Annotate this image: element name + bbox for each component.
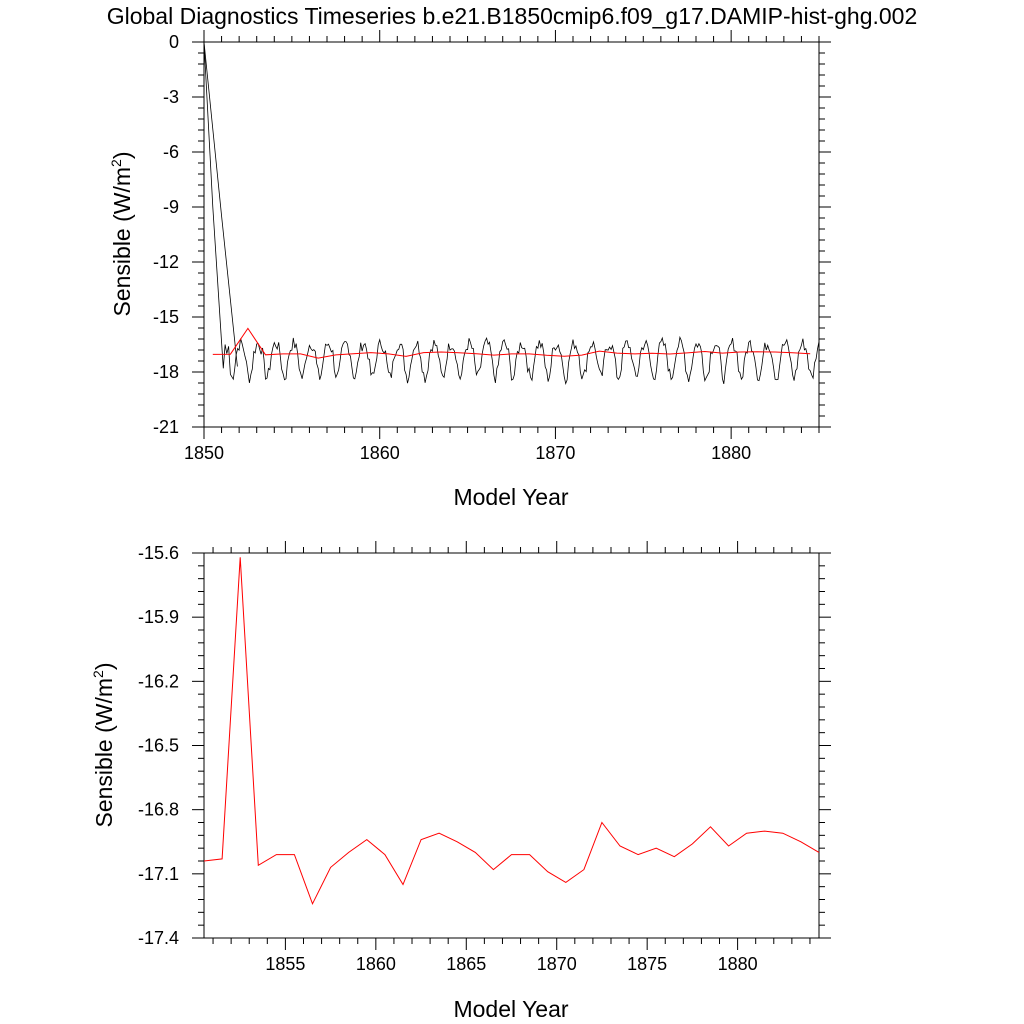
top-y-axis-title-main: Sensible (W/m xyxy=(109,167,135,317)
top-y-axis-title-sup: 2 xyxy=(108,159,124,167)
bottom-axis-ticks: 1855 1860 1865 1870 1875 1880 -15.6 -15.9 -16.2 -… xyxy=(138,541,831,974)
figure-title: Global Diagnostics Timeseries b.e21.B185… xyxy=(107,3,918,29)
top-monthly-second-trace-line xyxy=(203,41,238,367)
top-x-axis-title: Model Year xyxy=(453,484,568,510)
top-plot-frame xyxy=(203,41,820,428)
top-y-axis-title-close: ) xyxy=(109,151,135,159)
bottom-y-axis-title-main: Sensible (W/m xyxy=(91,678,117,828)
bottom-annual-panel: 1855 1860 1865 1870 1875 1880 -15.6 -15.9 -16.2 -… xyxy=(90,541,831,1022)
top-axis-ticks: 1850 1860 1870 1880 0 -3 -6 -9 -12 -15 -18 -21 xyxy=(153,30,831,463)
top-monthly-line xyxy=(203,41,820,386)
bottom-annual-line xyxy=(203,557,820,906)
bottom-y-axis-title-sup: 2 xyxy=(90,670,106,678)
bottom-y-tick-label: -15.6 xyxy=(138,543,179,563)
bottom-x-tick-label: 1880 xyxy=(718,954,758,974)
top-x-tick-label: 1870 xyxy=(535,443,575,463)
top-y-tick-label: 0 xyxy=(169,32,179,52)
top-timeseries-panel: 1850 1860 1870 1880 0 -3 -6 -9 -12 -15 -18 -21 Mode… xyxy=(108,30,831,510)
bottom-y-tick-label: -16.2 xyxy=(138,671,179,691)
bottom-y-axis-title: Sensible (W/m2) xyxy=(90,662,117,827)
bottom-x-tick-label: 1875 xyxy=(627,954,667,974)
top-y-tick-label: -12 xyxy=(153,252,179,272)
bottom-y-tick-label: -16.8 xyxy=(138,800,179,820)
top-x-tick-label: 1860 xyxy=(360,443,400,463)
bottom-x-tick-label: 1865 xyxy=(446,954,486,974)
top-x-tick-label: 1850 xyxy=(184,443,224,463)
top-annual-line xyxy=(212,327,811,359)
top-series-group xyxy=(203,41,820,386)
bottom-x-tick-label: 1855 xyxy=(265,954,305,974)
top-y-tick-label: -15 xyxy=(153,307,179,327)
top-y-tick-label: -9 xyxy=(163,197,179,217)
bottom-y-tick-label: -17.1 xyxy=(138,864,179,884)
top-y-tick-label: -21 xyxy=(153,417,179,437)
bottom-plot-frame xyxy=(203,552,820,939)
bottom-x-tick-label: 1860 xyxy=(356,954,396,974)
top-y-tick-label: -18 xyxy=(153,362,179,382)
bottom-y-axis-title-close: ) xyxy=(91,662,117,670)
bottom-series-group xyxy=(203,557,820,906)
bottom-x-tick-label: 1870 xyxy=(537,954,577,974)
top-y-tick-label: -3 xyxy=(163,87,179,107)
bottom-y-tick-label: -16.5 xyxy=(138,736,179,756)
top-y-tick-label: -6 xyxy=(163,142,179,162)
bottom-y-tick-label: -17.4 xyxy=(138,928,179,948)
top-x-tick-label: 1880 xyxy=(711,443,751,463)
top-y-axis-title: Sensible (W/m2) xyxy=(108,151,135,316)
bottom-y-tick-label: -15.9 xyxy=(138,607,179,627)
bottom-x-axis-title: Model Year xyxy=(453,996,568,1022)
